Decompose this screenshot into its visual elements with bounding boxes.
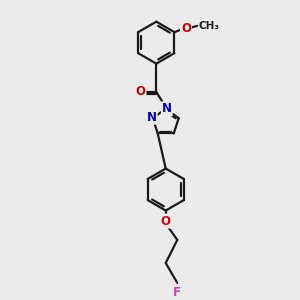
Text: O: O [136,85,146,98]
Text: O: O [181,22,191,35]
Text: CH₃: CH₃ [198,21,219,31]
Text: N: N [162,102,172,115]
Text: F: F [173,286,181,299]
Text: O: O [161,214,171,227]
Text: N: N [147,111,157,124]
